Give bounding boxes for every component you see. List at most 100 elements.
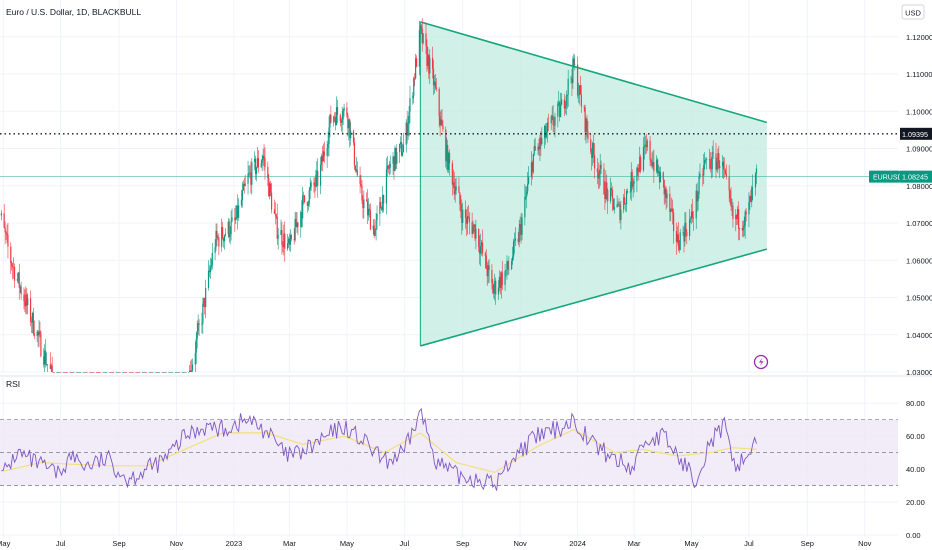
candle-body [20, 286, 22, 295]
time-axis-label: 2023 [226, 539, 243, 548]
candle-body [585, 118, 587, 132]
candle-body [637, 167, 639, 172]
candle-body [297, 222, 299, 227]
candle-body [506, 261, 508, 271]
candle-body [174, 372, 177, 373]
candle-body [678, 246, 680, 250]
candle-body [355, 169, 357, 171]
candle-body [73, 372, 75, 373]
candle-body [293, 239, 295, 241]
candle-body [546, 122, 549, 133]
candle-body [83, 372, 85, 373]
candle-body [389, 163, 391, 168]
candle-body [283, 233, 285, 248]
candle-body [612, 198, 614, 210]
candle-body [317, 170, 319, 186]
candle-body [686, 232, 688, 236]
candle-body [350, 130, 352, 139]
candle-body [434, 81, 437, 88]
candle-body [142, 372, 145, 373]
candle-body [96, 372, 98, 373]
candle-body [29, 298, 32, 322]
candle-body [507, 261, 509, 270]
time-axis-label: 2024 [569, 539, 586, 548]
candle-body [38, 331, 40, 336]
candle-body [230, 220, 232, 235]
time-axis-label: May [0, 539, 11, 548]
candle-body [539, 137, 541, 150]
candle-body [409, 98, 411, 112]
candle-body [527, 183, 529, 192]
candle-body [617, 204, 619, 205]
candle-body [741, 228, 743, 231]
candle-body [270, 183, 272, 193]
time-axis-label: May [340, 539, 354, 548]
price-axis-label: 1.05000 [906, 294, 932, 303]
candle-body [307, 203, 309, 206]
candle-body [547, 122, 549, 124]
candle-body [330, 114, 332, 123]
price-axis-label: 1.10000 [906, 107, 932, 116]
time-axis-label: Nov [170, 539, 184, 548]
candle-body [322, 151, 324, 162]
candle-body [729, 190, 731, 199]
rsi-label: RSI [6, 379, 20, 389]
candle-body [343, 107, 345, 111]
candle-body [692, 217, 694, 219]
candle-body [361, 185, 363, 201]
candle-body [131, 372, 133, 373]
candle-body [6, 233, 8, 235]
candle-body [62, 372, 65, 373]
candle-body [514, 238, 517, 241]
axes: 1.12000 1.11000 1.10000 1.09000 1.08000 1.070… [0, 33, 932, 548]
candle-body [33, 333, 35, 337]
candle-body [82, 372, 84, 373]
currency-button[interactable] [901, 4, 925, 20]
candle-body [26, 294, 28, 306]
candle-body [306, 202, 308, 206]
candle-body [494, 280, 496, 289]
candle-body [288, 238, 291, 245]
candle-body [426, 45, 428, 66]
candle-body [395, 148, 397, 164]
candle-body [415, 58, 418, 67]
candle-body [92, 372, 94, 373]
candle-body [323, 151, 325, 156]
candle-body [162, 372, 164, 373]
candle-body [203, 298, 205, 304]
candle-body [270, 192, 273, 210]
candle-body [214, 247, 216, 254]
price-axis-label: 1.11000 [906, 70, 932, 79]
candle-body [695, 190, 697, 219]
candle-body [362, 200, 364, 209]
candle-body [643, 145, 646, 147]
candle-body [119, 372, 121, 373]
candle-body [633, 181, 635, 184]
candle-body [682, 232, 684, 233]
candle-body [735, 215, 737, 220]
candle-body [651, 161, 653, 167]
time-axis-label: Mar [628, 539, 641, 548]
candle-body [705, 159, 707, 161]
candle-body [103, 372, 105, 373]
candle-body [321, 155, 324, 162]
candle-body [7, 234, 9, 247]
candle-body [609, 188, 612, 202]
candle-body [625, 203, 627, 205]
candle-body [348, 119, 350, 129]
candle-body [439, 116, 441, 126]
candle-body [425, 33, 427, 46]
candle-body [697, 193, 699, 202]
candle-body [36, 331, 38, 337]
candle-body [571, 78, 573, 84]
candle-body [393, 156, 395, 172]
candle-body [659, 172, 662, 183]
candle-body [491, 270, 493, 284]
candle-body [451, 163, 453, 185]
candle-body [605, 182, 607, 199]
candle-body [698, 176, 700, 194]
candle-body [300, 212, 302, 227]
candle-body [650, 159, 652, 162]
